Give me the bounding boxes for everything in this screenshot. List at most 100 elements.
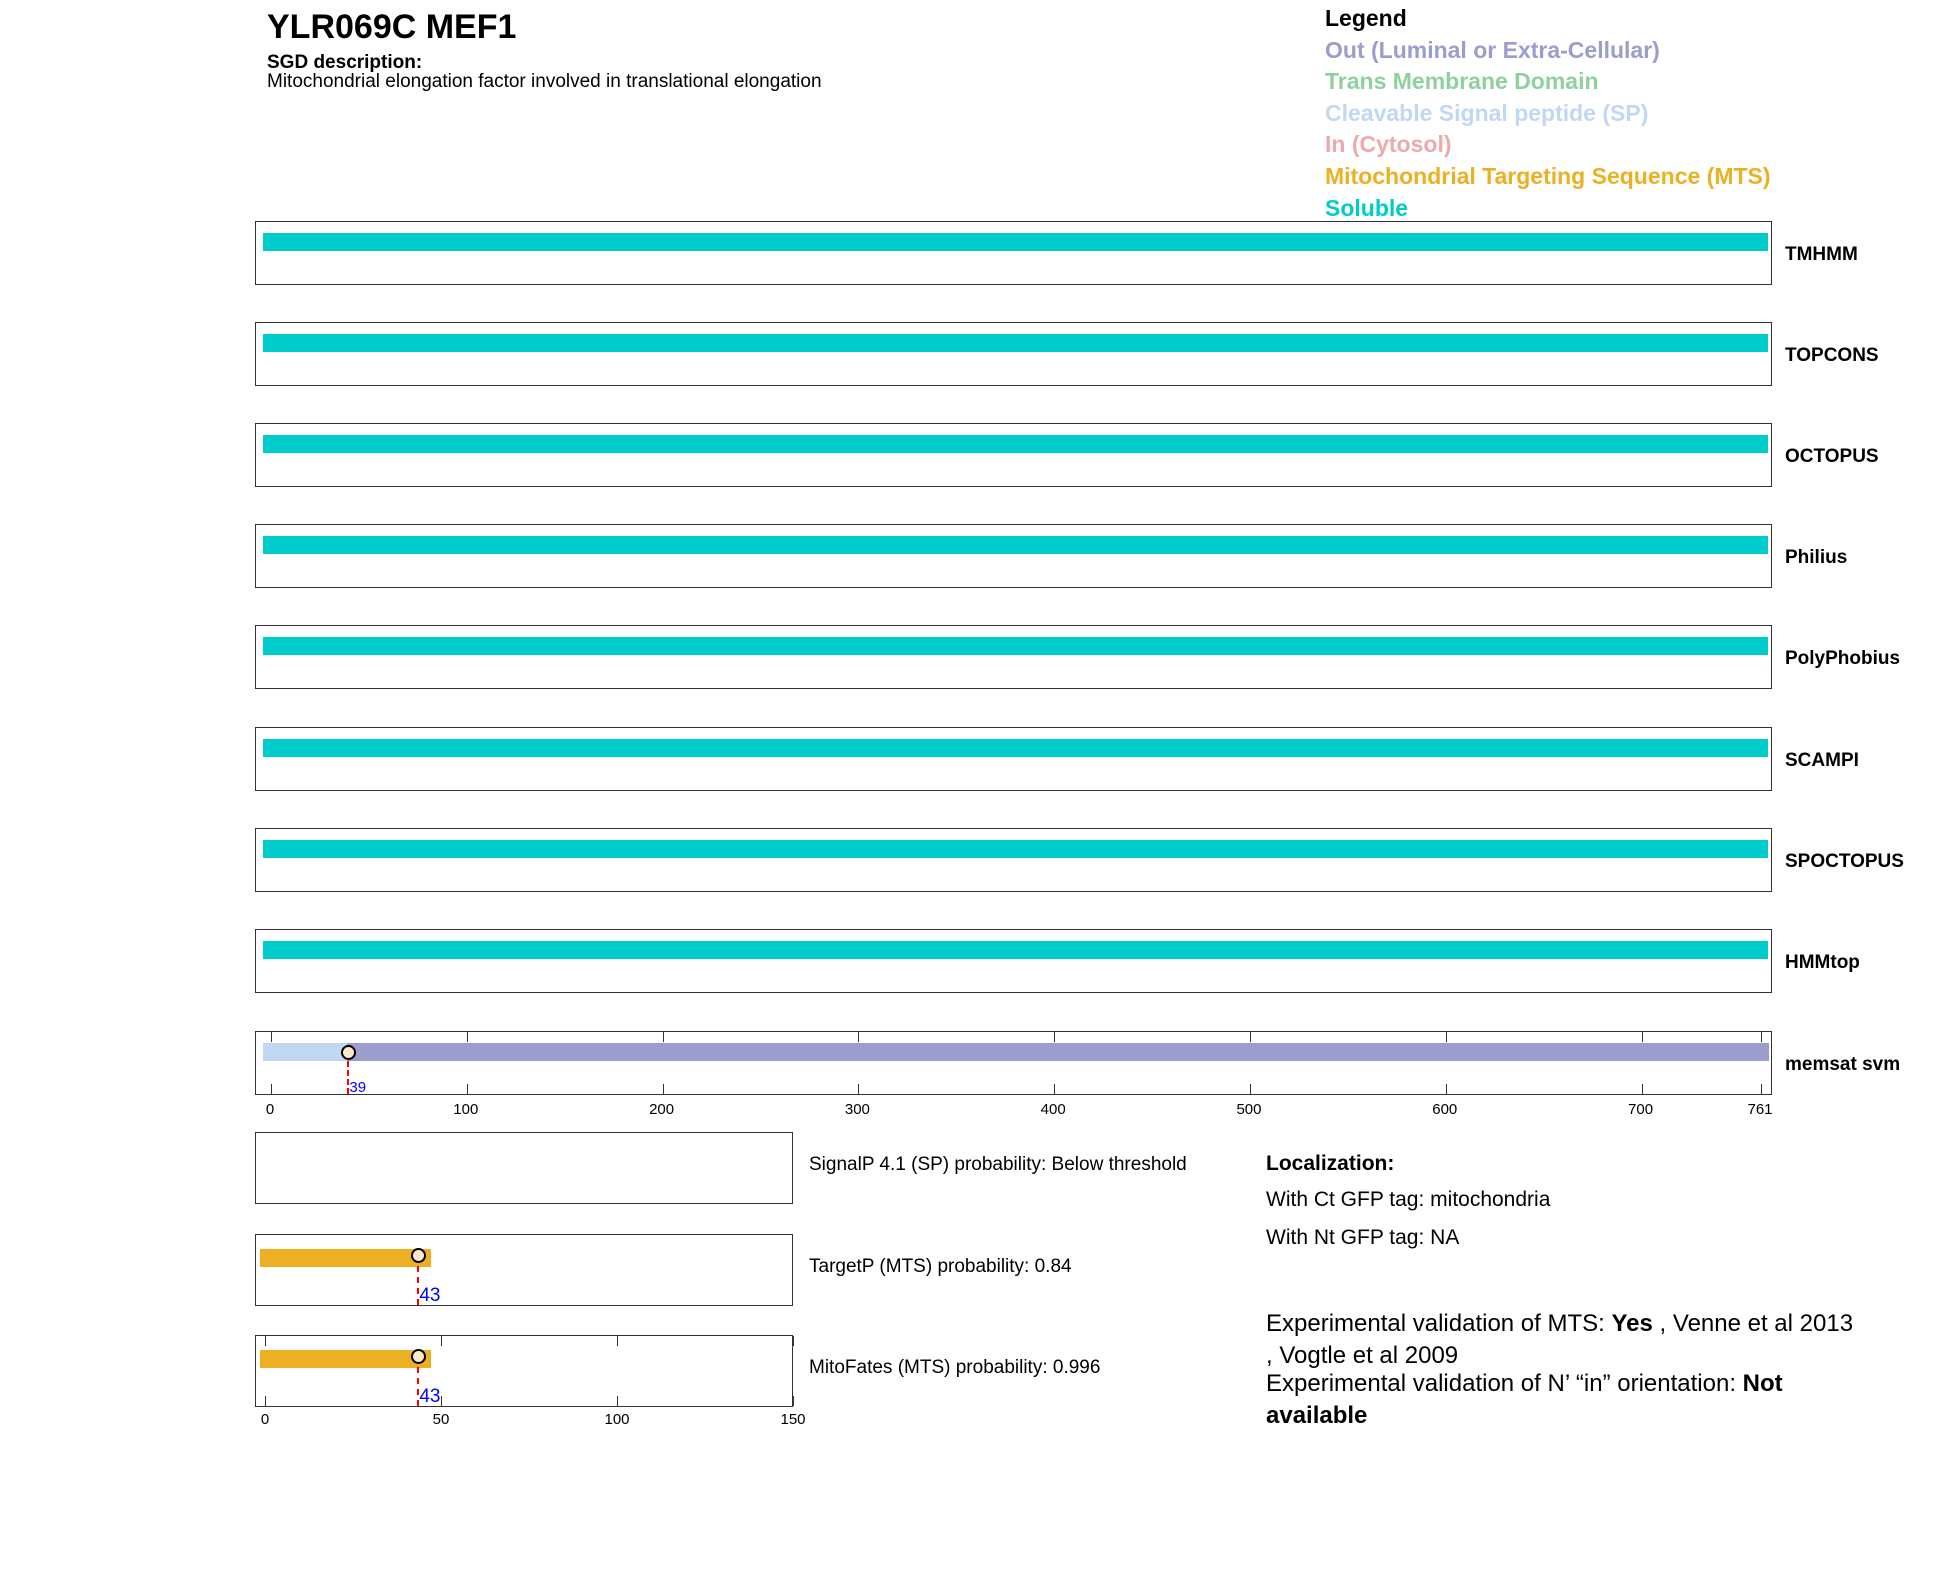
memsat-tick-top [662, 1032, 664, 1042]
mts-bar [260, 1249, 432, 1267]
track-philius [255, 524, 1772, 588]
pred-tick-bottom [793, 1396, 794, 1406]
memsat-tick-top [858, 1032, 860, 1042]
memsat-segment [347, 1043, 1769, 1061]
memsat-tick-label: 100 [453, 1101, 479, 1118]
pred-tick-label: 0 [260, 1411, 270, 1428]
sgd-description: Mitochondrial elongation factor involved… [267, 71, 822, 92]
marker-label: 43 [419, 1285, 441, 1306]
soluble-bar [263, 435, 1768, 453]
legend-mts: Mitochondrial Targeting Sequence (MTS) [1325, 163, 1771, 189]
memsat-segment [263, 1043, 348, 1061]
track-label-memsat: memsat svm [1785, 1054, 1901, 1075]
marker-circle [411, 1349, 427, 1364]
localization-ct: With Ct GFP tag: mitochondria [1266, 1188, 1551, 1211]
exp-orient-value2: available [1266, 1402, 1368, 1429]
track-spoctopus [255, 828, 1772, 892]
soluble-bar [263, 941, 1768, 959]
exp-mts-label: Experimental validation of MTS: [1266, 1310, 1612, 1337]
memsat-tick-label: 700 [1628, 1101, 1654, 1118]
marker-line [347, 1052, 350, 1094]
exp-orient-label: Experimental validation of N’ “in” orien… [1266, 1370, 1743, 1397]
predictor-label: TargetP (MTS) probability: 0.84 [809, 1256, 1072, 1277]
memsat-tick-top [271, 1032, 272, 1042]
exp-orient: Experimental validation of N’ “in” orien… [1266, 1370, 1783, 1398]
memsat-tick-label: 300 [844, 1101, 870, 1118]
soluble-bar [263, 334, 1768, 352]
predictor-box-2: 43 [255, 1335, 793, 1407]
predictor-label: SignalP 4.1 (SP) probability: Below thre… [809, 1154, 1187, 1175]
marker-circle [341, 1045, 357, 1060]
track-label: SPOCTOPUS [1785, 851, 1904, 872]
track-scampi [255, 727, 1772, 791]
track-label: Philius [1785, 547, 1848, 568]
marker-line [417, 1356, 420, 1406]
pred-tick-bottom [265, 1396, 266, 1406]
memsat-tick-top [1445, 1032, 1447, 1042]
memsat-track: 39 [255, 1031, 1772, 1096]
track-octopus [255, 423, 1772, 487]
memsat-tick-bottom [1641, 1084, 1643, 1094]
legend-tm: Trans Membrane Domain [1325, 68, 1599, 94]
legend-in: In (Cytosol) [1325, 131, 1452, 157]
track-label: TOPCONS [1785, 345, 1879, 366]
track-label: HMMtop [1785, 952, 1860, 973]
track-label: SCAMPI [1785, 750, 1859, 771]
pred-tick-bottom [441, 1396, 442, 1406]
exp-mts: Experimental validation of MTS: Yes , Ve… [1266, 1310, 1853, 1338]
track-polyphobius [255, 625, 1772, 689]
soluble-bar [263, 233, 1768, 251]
pred-tick-top [441, 1336, 442, 1346]
memsat-tick-bottom [662, 1084, 664, 1094]
soluble-bar [263, 637, 1768, 655]
memsat-tick-top [1249, 1032, 1251, 1042]
predictor-box-1: 43 [255, 1234, 793, 1306]
localization-nt: With Nt GFP tag: NA [1266, 1226, 1460, 1249]
predictor-box-0 [255, 1132, 793, 1204]
soluble-bar [263, 536, 1768, 554]
memsat-tick-top [1641, 1032, 1643, 1042]
track-topcons [255, 322, 1772, 386]
track-label: TMHMM [1785, 244, 1858, 265]
track-label: PolyPhobius [1785, 648, 1901, 669]
legend-out: Out (Luminal or Extra-Cellular) [1325, 37, 1660, 63]
memsat-tick-bottom [466, 1084, 468, 1094]
predictor-label: MitoFates (MTS) probability: 0.996 [809, 1357, 1101, 1378]
memsat-tick-label: 0 [265, 1101, 275, 1118]
memsat-tick-top [1054, 1032, 1056, 1042]
marker-label: 39 [349, 1079, 367, 1096]
exp-mts-refs2: , Vogtle et al 2009 [1266, 1342, 1459, 1369]
memsat-tick-bottom [1249, 1084, 1251, 1094]
mts-bar [260, 1350, 432, 1368]
localization-heading: Localization: [1266, 1152, 1395, 1175]
memsat-tick-label: 200 [649, 1101, 675, 1118]
memsat-tick-bottom [1054, 1084, 1056, 1094]
soluble-bar [263, 840, 1768, 858]
memsat-tick-bottom [1445, 1084, 1447, 1094]
memsat-tick-bottom [271, 1084, 272, 1094]
gene-title: YLR069C MEF1 [267, 8, 517, 46]
marker-label: 43 [419, 1386, 441, 1407]
legend-title: Legend [1325, 5, 1407, 31]
pred-tick-top [265, 1336, 266, 1346]
memsat-tick-top [466, 1032, 468, 1042]
pred-tick-bottom [617, 1396, 618, 1406]
pred-tick-top [617, 1336, 618, 1346]
legend-soluble: Soluble [1325, 195, 1409, 221]
memsat-tick-label: 500 [1236, 1101, 1262, 1118]
track-tmhmm [255, 221, 1772, 285]
legend-sp: Cleavable Signal peptide (SP) [1325, 100, 1649, 126]
memsat-tick-top [1761, 1032, 1762, 1042]
exp-orient-value: Not [1742, 1370, 1783, 1397]
pred-tick-label: 150 [780, 1411, 806, 1428]
marker-line [417, 1255, 420, 1305]
memsat-tick-bottom [1761, 1084, 1762, 1094]
pred-tick-label: 100 [604, 1411, 630, 1428]
soluble-bar [263, 739, 1768, 757]
track-hmmtop [255, 929, 1772, 993]
exp-mts-refs: , Venne et al 2013 [1652, 1310, 1854, 1337]
memsat-tick-label: 400 [1040, 1101, 1066, 1118]
pred-tick-label: 50 [432, 1411, 450, 1428]
pred-tick-top [793, 1336, 794, 1346]
